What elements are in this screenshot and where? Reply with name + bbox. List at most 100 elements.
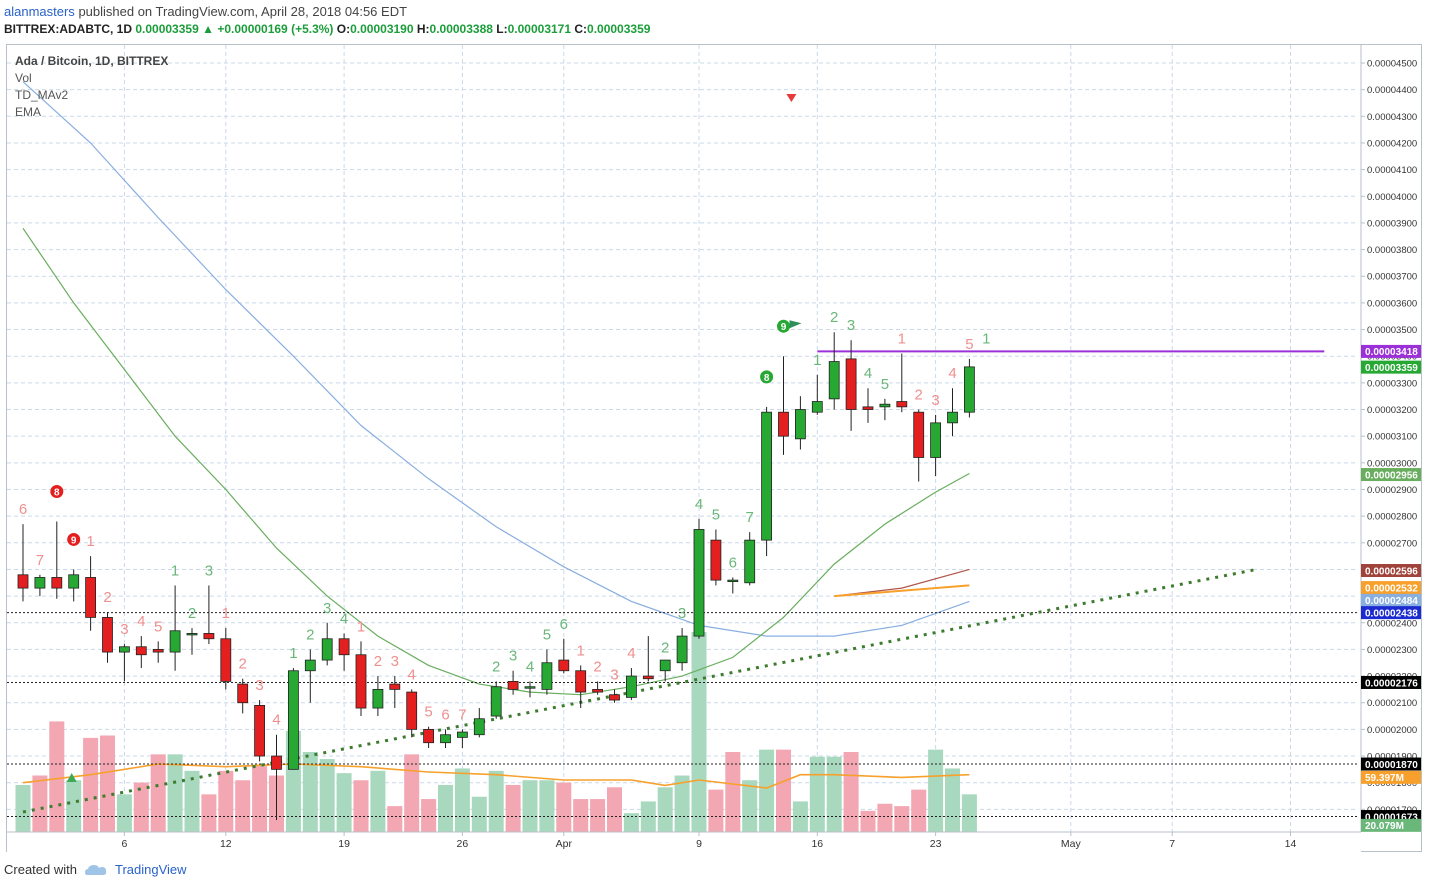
td-count-label: 4 xyxy=(627,645,635,662)
candle-body xyxy=(541,662,553,690)
candle-body xyxy=(710,539,722,581)
candle-body xyxy=(642,675,654,680)
td-count-label: 3 xyxy=(610,666,618,683)
last-price: 0.00003359 xyxy=(135,22,199,36)
price-label-text: 0.00002438 xyxy=(1365,608,1418,619)
volume-bar xyxy=(454,768,470,832)
td-count-label: 4 xyxy=(526,658,534,675)
td-count-label: 1 xyxy=(357,618,365,635)
td-count-label: 7 xyxy=(458,706,466,723)
volume-bar xyxy=(505,784,521,832)
close-label: C: xyxy=(574,22,588,36)
price-tick-label: 0.00003600 xyxy=(1367,298,1417,309)
publisher-name[interactable]: alanmasters xyxy=(4,4,75,19)
volume-bar xyxy=(945,768,960,832)
volume-bar xyxy=(387,806,403,832)
price-label-box xyxy=(1361,770,1421,784)
td-count-label: 3 xyxy=(678,605,686,622)
candle-body xyxy=(135,646,147,656)
candle-body xyxy=(693,529,705,637)
td-count-label: 7 xyxy=(746,509,754,526)
chart-legend: Ada / Bitcoin, 1D, BITTREX Vol TD_MAv2 E… xyxy=(15,53,168,121)
td-count-label: 2 xyxy=(830,309,838,326)
td-count-label: 5 xyxy=(965,336,973,353)
candle-body xyxy=(676,635,688,664)
price-label-box xyxy=(1361,581,1421,595)
volume-bar xyxy=(759,749,775,832)
price-tick-label: 0.00002700 xyxy=(1367,538,1417,549)
price-tick-label: 0.00002900 xyxy=(1367,485,1417,496)
volume-bar xyxy=(877,803,893,832)
time-tick-label: 9 xyxy=(696,838,702,850)
time-tick-label: Apr xyxy=(556,838,573,850)
price-tick-label: 0.00001900 xyxy=(1367,752,1417,763)
legend-item-ema[interactable]: EMA xyxy=(15,105,42,119)
td-badge-label: 8 xyxy=(54,487,60,498)
open-label: O: xyxy=(336,22,351,36)
tradingview-link[interactable]: TradingView xyxy=(114,862,187,877)
candle-body xyxy=(947,411,958,424)
volume-bar xyxy=(843,752,859,832)
td-count-label: 5 xyxy=(712,506,720,523)
price-label-text: 20.079M xyxy=(1365,821,1404,832)
td-count-label: 3 xyxy=(205,562,213,579)
high-label: H: xyxy=(416,22,430,36)
td-count-label: 5 xyxy=(543,626,551,643)
legend-title[interactable]: Ada / Bitcoin, 1D, BITTREX xyxy=(15,54,169,68)
td-count-label: 5 xyxy=(881,376,889,393)
volume-bar xyxy=(32,775,48,832)
volume-bar xyxy=(894,806,910,832)
volume-bar xyxy=(522,780,538,832)
price-tick-label: 0.00003500 xyxy=(1367,325,1417,336)
volume-bar xyxy=(708,789,724,832)
candle-body xyxy=(355,654,367,709)
symbol-label: BITTREX:ADABTC, 1D xyxy=(4,22,132,36)
price-tick-label: 0.00003000 xyxy=(1367,458,1417,469)
candle-body xyxy=(930,422,941,458)
volume-bar xyxy=(725,752,741,832)
volume-bar xyxy=(674,775,690,832)
time-tick-label: 14 xyxy=(1285,838,1297,850)
time-tick-label: 19 xyxy=(338,838,350,850)
volume-bar xyxy=(961,794,977,832)
td-count-label: 4 xyxy=(408,666,416,683)
legend-item-td[interactable]: TD_MAv2 xyxy=(15,88,69,102)
price-tick-label: 0.00003100 xyxy=(1367,432,1417,443)
volume-bar xyxy=(438,784,453,832)
ma-orange-line xyxy=(834,584,970,598)
candle-body xyxy=(761,411,772,541)
td-count-label: 1 xyxy=(577,642,585,659)
td-count-label: 2 xyxy=(188,605,196,622)
candle-body xyxy=(220,638,232,682)
legend-item-vol[interactable]: Vol xyxy=(15,71,32,85)
td-count-label: 6 xyxy=(441,706,449,723)
td-badge-label: 9 xyxy=(781,322,787,333)
ma-brown-line xyxy=(834,568,970,597)
chart-header: alanmasters published on TradingView.com… xyxy=(0,0,1429,42)
tradingview-cloud-icon xyxy=(84,864,107,875)
candle-body xyxy=(896,401,908,408)
volume-bar xyxy=(66,780,82,832)
price-tick-label: 0.00002300 xyxy=(1367,645,1417,656)
candle-body xyxy=(964,366,975,413)
price-label-text: 0.00001870 xyxy=(1365,760,1418,771)
price-tick-label: 0.00002100 xyxy=(1367,698,1417,709)
td-count-label: 4 xyxy=(948,365,956,382)
volume-bar xyxy=(404,754,420,832)
sell-arrow-icon xyxy=(786,94,797,102)
time-tick-label: 26 xyxy=(457,838,469,850)
price-label-box xyxy=(1361,344,1421,358)
price-tick-label: 0.00003700 xyxy=(1367,272,1417,283)
td-badge xyxy=(760,370,774,384)
candle-body xyxy=(186,633,198,636)
candle-body xyxy=(490,686,502,717)
candle-body xyxy=(372,688,384,709)
td-count-label: 2 xyxy=(103,589,111,606)
td-badge xyxy=(67,532,81,546)
price-scale-bg xyxy=(1361,45,1421,832)
volume-bar xyxy=(742,780,758,832)
volume-bar xyxy=(116,794,132,832)
price-tick-label: 0.00004000 xyxy=(1367,192,1417,203)
td-count-label: 7 xyxy=(36,552,44,569)
